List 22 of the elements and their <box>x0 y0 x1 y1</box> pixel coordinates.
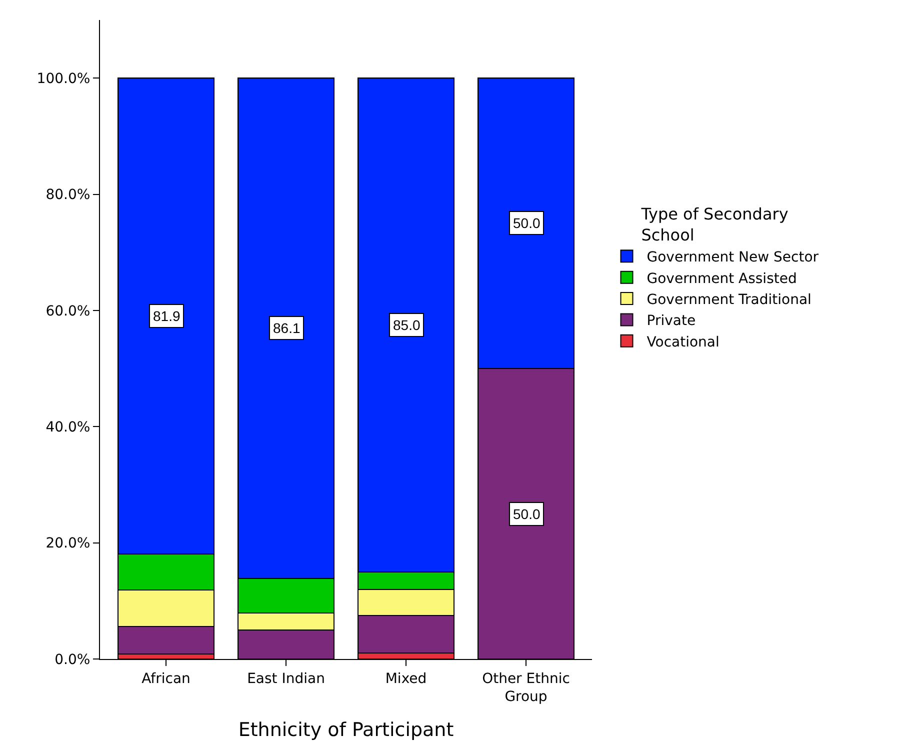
y-tick-label: 80.0% <box>46 187 90 204</box>
data-label: 50.0 <box>513 506 540 522</box>
y-tick-label: 20.0% <box>46 536 90 552</box>
x-tick-label: Mixed <box>385 670 427 687</box>
x-tick-label: African <box>142 670 190 687</box>
x-axis-title: Ethnicity of Participant <box>238 718 454 741</box>
y-tick-label: 100.0% <box>36 70 90 87</box>
legend-label: Government New Sector <box>646 250 819 266</box>
data-label: 86.1 <box>273 320 300 336</box>
y-tick-label: 60.0% <box>46 303 90 320</box>
legend-label: Private <box>646 313 696 330</box>
data-label: 81.9 <box>153 308 180 324</box>
data-label: 50.0 <box>513 215 540 231</box>
legend-label: Vocational <box>646 334 720 350</box>
y-tick-label: 40.0% <box>46 420 90 436</box>
legend-label: Government Traditional <box>646 292 812 308</box>
x-tick-label: Other Ethnic Group <box>482 670 570 705</box>
legend-title: Type of Secondary School <box>640 204 788 245</box>
data-label: 85.0 <box>393 317 420 333</box>
x-tick-label: East Indian <box>247 670 325 687</box>
y-tick-label: 0.0% <box>54 652 90 668</box>
legend-label: Government Assisted <box>646 270 797 287</box>
